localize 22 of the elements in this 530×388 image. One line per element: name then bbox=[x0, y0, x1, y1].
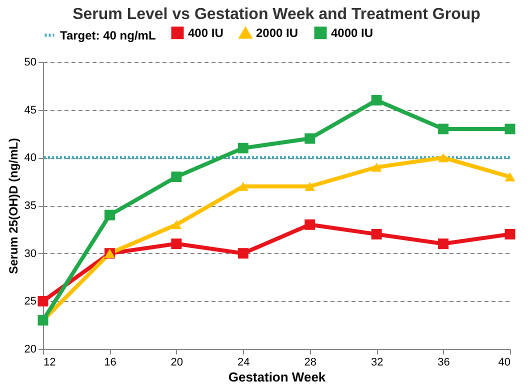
x-tick-label: 20 bbox=[170, 356, 184, 368]
y-tick-label: 35 bbox=[24, 200, 36, 212]
chart-title: Serum Level vs Gestation Week and Treatment Group bbox=[72, 6, 481, 23]
x-axis-title: Gestation Week bbox=[228, 370, 326, 384]
x-tick-label: 36 bbox=[438, 356, 450, 368]
legend-label: 400 IU bbox=[188, 26, 224, 40]
x-tick-label: 16 bbox=[104, 356, 116, 368]
y-tick-label: 20 bbox=[24, 344, 36, 356]
y-tick-label: 30 bbox=[24, 248, 36, 260]
y-tick-label: 25 bbox=[24, 296, 36, 308]
x-tick-label: 28 bbox=[304, 356, 316, 368]
legend-label: 2000 IU bbox=[256, 26, 298, 40]
legend-label: Target: 40 ng/mL bbox=[60, 28, 156, 42]
y-tick-label: 45 bbox=[24, 104, 36, 116]
x-tick-label: 40 bbox=[498, 356, 510, 368]
legend-label: 4000 IU bbox=[331, 26, 374, 40]
x-tick-label: 12 bbox=[44, 356, 56, 368]
y-tick-label: 40 bbox=[24, 152, 36, 164]
x-tick-label: 24 bbox=[238, 356, 250, 368]
y-axis-title: Serum 25(OH)D (ng/mL) bbox=[6, 138, 20, 274]
x-tick-label: 32 bbox=[370, 356, 384, 368]
y-tick-label: 50 bbox=[24, 56, 36, 68]
